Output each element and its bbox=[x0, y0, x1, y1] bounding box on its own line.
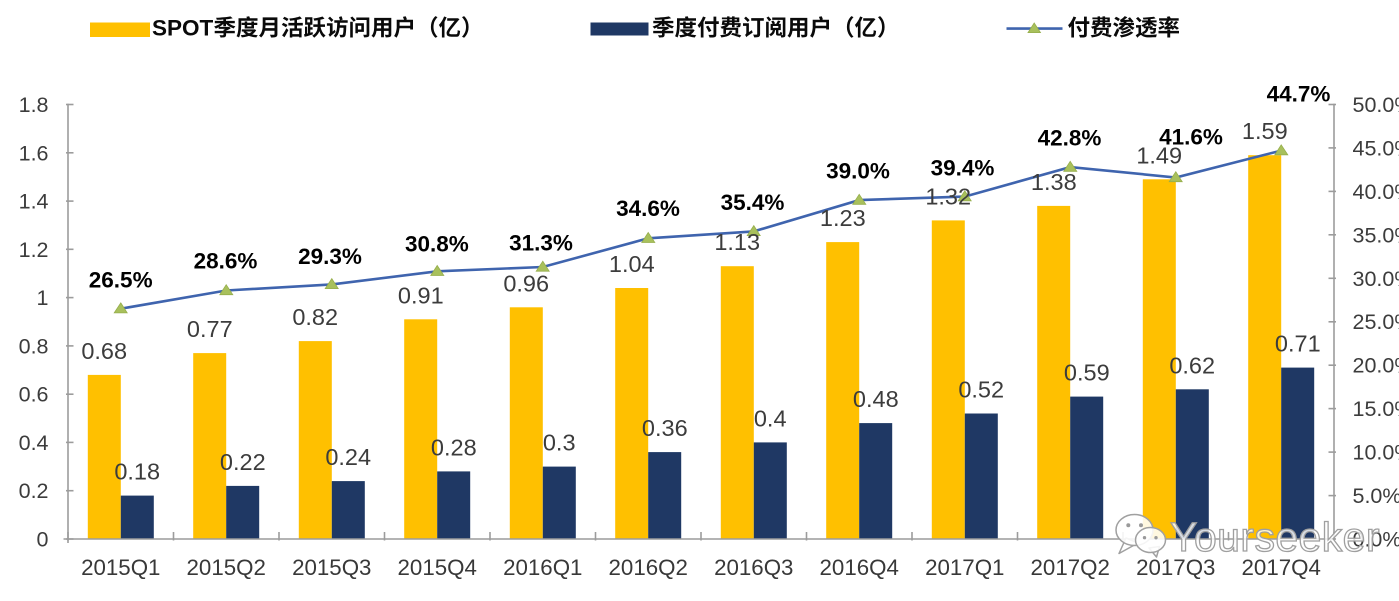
svg-text:0.24: 0.24 bbox=[325, 444, 371, 470]
svg-text:0.48: 0.48 bbox=[853, 386, 899, 412]
svg-text:1.8: 1.8 bbox=[19, 93, 49, 117]
svg-text:1.32: 1.32 bbox=[925, 183, 971, 209]
svg-text:0.68: 0.68 bbox=[81, 338, 127, 364]
svg-text:0.3: 0.3 bbox=[543, 430, 576, 456]
svg-text:5.0%: 5.0% bbox=[1353, 484, 1399, 508]
svg-text:1.13: 1.13 bbox=[714, 229, 760, 255]
svg-text:41.6%: 41.6% bbox=[1159, 125, 1223, 150]
svg-text:0.18: 0.18 bbox=[114, 459, 160, 485]
svg-text:45.0%: 45.0% bbox=[1353, 136, 1399, 160]
svg-text:28.6%: 28.6% bbox=[194, 249, 258, 274]
svg-text:0.4: 0.4 bbox=[754, 405, 787, 431]
svg-text:2016Q2: 2016Q2 bbox=[609, 555, 688, 580]
svg-text:30.8%: 30.8% bbox=[405, 232, 469, 257]
svg-text:50.0%: 50.0% bbox=[1353, 93, 1399, 117]
svg-text:2015Q1: 2015Q1 bbox=[81, 555, 160, 580]
svg-text:0.4: 0.4 bbox=[19, 431, 49, 455]
svg-text:0.77: 0.77 bbox=[187, 316, 233, 342]
svg-text:1.38: 1.38 bbox=[1031, 169, 1077, 195]
svg-text:2016Q1: 2016Q1 bbox=[503, 555, 582, 580]
svg-text:0.8: 0.8 bbox=[19, 334, 49, 358]
svg-text:0.6: 0.6 bbox=[19, 383, 49, 407]
svg-text:31.3%: 31.3% bbox=[509, 231, 573, 256]
svg-text:0.71: 0.71 bbox=[1275, 331, 1321, 357]
svg-text:1.23: 1.23 bbox=[820, 205, 866, 231]
svg-text:25.0%: 25.0% bbox=[1353, 310, 1399, 334]
svg-text:2017Q2: 2017Q2 bbox=[1031, 555, 1110, 580]
svg-text:35.0%: 35.0% bbox=[1353, 223, 1399, 247]
svg-text:39.4%: 39.4% bbox=[931, 156, 995, 181]
svg-text:30.0%: 30.0% bbox=[1353, 267, 1399, 291]
svg-text:1.6: 1.6 bbox=[19, 141, 49, 165]
svg-text:2015Q4: 2015Q4 bbox=[398, 555, 477, 580]
svg-text:44.7%: 44.7% bbox=[1267, 82, 1331, 107]
svg-text:2015Q3: 2015Q3 bbox=[292, 555, 371, 580]
svg-text:2016Q4: 2016Q4 bbox=[820, 555, 899, 580]
svg-text:15.0%: 15.0% bbox=[1353, 397, 1399, 421]
svg-text:35.4%: 35.4% bbox=[721, 190, 785, 215]
svg-text:0.28: 0.28 bbox=[431, 434, 477, 460]
svg-text:1.4: 1.4 bbox=[19, 190, 49, 214]
svg-text:0.52: 0.52 bbox=[958, 377, 1004, 403]
svg-text:1.04: 1.04 bbox=[609, 251, 655, 277]
svg-text:39.0%: 39.0% bbox=[826, 159, 890, 184]
svg-text:1.59: 1.59 bbox=[1242, 118, 1288, 144]
svg-text:34.6%: 34.6% bbox=[616, 196, 680, 221]
svg-text:10.0%: 10.0% bbox=[1353, 441, 1399, 465]
svg-text:26.5%: 26.5% bbox=[89, 268, 153, 293]
svg-text:0.62: 0.62 bbox=[1169, 352, 1215, 378]
svg-text:SPOT: SPOT bbox=[152, 16, 214, 41]
svg-text:40.0%: 40.0% bbox=[1353, 180, 1399, 204]
svg-text:0.59: 0.59 bbox=[1064, 360, 1110, 386]
svg-text:0.91: 0.91 bbox=[398, 282, 444, 308]
svg-text:0: 0 bbox=[37, 528, 49, 552]
svg-text:0.22: 0.22 bbox=[220, 449, 266, 475]
svg-text:0.82: 0.82 bbox=[292, 304, 338, 330]
svg-text:Yourseeker: Yourseeker bbox=[1170, 514, 1380, 560]
svg-text:2015Q2: 2015Q2 bbox=[187, 555, 266, 580]
svg-text:0.2: 0.2 bbox=[19, 479, 49, 503]
svg-text:20.0%: 20.0% bbox=[1353, 354, 1399, 378]
svg-text:42.8%: 42.8% bbox=[1038, 126, 1102, 151]
svg-text:0.36: 0.36 bbox=[642, 415, 688, 441]
svg-text:1: 1 bbox=[37, 286, 49, 310]
svg-text:2017Q1: 2017Q1 bbox=[925, 555, 1004, 580]
svg-text:0.96: 0.96 bbox=[503, 270, 549, 296]
svg-text:29.3%: 29.3% bbox=[298, 244, 362, 269]
svg-text:2016Q3: 2016Q3 bbox=[714, 555, 793, 580]
svg-text:1.2: 1.2 bbox=[19, 238, 49, 262]
